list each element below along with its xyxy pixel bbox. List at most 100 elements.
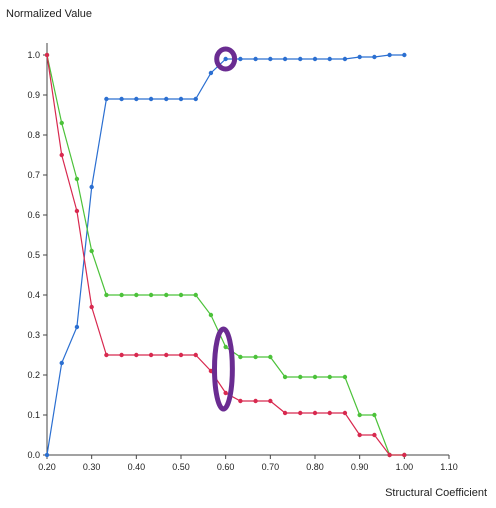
x-tick-label: 0.70: [262, 462, 280, 472]
data-point: [59, 120, 64, 126]
x-tick-label: 0.20: [38, 462, 56, 472]
data-point: [312, 56, 318, 62]
data-point: [119, 352, 124, 358]
data-point: [119, 96, 124, 102]
data-point: [298, 56, 303, 62]
data-point: [312, 410, 318, 416]
y-tick-label: 0.3: [27, 330, 40, 340]
annotation-layer: [212, 46, 238, 412]
data-point: [74, 324, 80, 330]
y-tick-label: 0.5: [27, 250, 40, 260]
axes: 0.20 0.30 0.40 0.50 0.60 0.70 0.80 0.90 1.00 1.10…: [27, 43, 458, 472]
data-point: [59, 152, 64, 158]
x-axis-title: Structural Coefficient: [385, 487, 487, 499]
data-point: [223, 56, 228, 62]
data-point: [238, 354, 243, 360]
data-point: [164, 96, 169, 102]
x-tick-label: 0.60: [217, 462, 235, 472]
data-point: [89, 184, 94, 190]
y-tick-label: 0.6: [27, 210, 40, 220]
highlight-ellipse: [214, 46, 238, 72]
data-point: [268, 56, 273, 62]
data-point: [298, 410, 303, 416]
data-point: [342, 410, 348, 416]
data-point: [74, 176, 80, 182]
data-point: [282, 56, 288, 62]
data-point: [134, 292, 139, 298]
data-point: [357, 432, 362, 438]
data-point: [268, 398, 273, 404]
data-point: [104, 96, 109, 102]
series-layer: [44, 52, 407, 458]
data-point: [327, 56, 332, 62]
data-point: [89, 304, 94, 310]
data-point: [327, 410, 332, 416]
y-tick-label: 0.2: [27, 370, 40, 380]
data-point: [134, 352, 139, 358]
x-tick-label: 0.90: [351, 462, 369, 472]
data-point: [357, 412, 362, 418]
data-point: [223, 344, 228, 350]
highlight-ellipse: [212, 326, 235, 412]
data-point: [148, 96, 154, 102]
y-tick-label: 0.7: [27, 170, 40, 180]
data-point: [104, 352, 109, 358]
data-point: [178, 352, 184, 358]
data-point: [104, 292, 109, 298]
data-point: [387, 452, 392, 458]
data-point: [223, 390, 228, 396]
y-tick-label: 0.8: [27, 130, 40, 140]
data-point: [282, 374, 288, 380]
data-point: [357, 54, 362, 60]
y-tick-label: 1.0: [27, 50, 40, 60]
data-point: [193, 96, 198, 102]
data-point: [119, 292, 124, 298]
x-tick-label: 0.80: [306, 462, 324, 472]
data-point: [89, 248, 94, 254]
data-point: [44, 452, 50, 458]
data-point: [59, 360, 64, 366]
data-point: [238, 398, 243, 404]
y-tick-label: 0.4: [27, 290, 40, 300]
data-point: [372, 432, 377, 438]
data-point: [44, 52, 50, 58]
data-point: [402, 452, 407, 458]
y-axis-title: Normalized Value: [6, 8, 92, 20]
data-point: [193, 292, 198, 298]
data-point: [208, 312, 214, 318]
data-point: [387, 52, 392, 58]
data-point: [312, 374, 318, 380]
data-point: [238, 56, 243, 62]
series-3: [44, 52, 407, 458]
x-tick-label: 0.40: [128, 462, 146, 472]
x-tick-label: 1.00: [396, 462, 414, 472]
x-tick-label: 0.50: [172, 462, 190, 472]
x-tick-label: 1.10: [440, 462, 458, 472]
data-point: [148, 292, 154, 298]
series-2: [44, 52, 407, 458]
data-point: [253, 354, 258, 360]
y-tick-label: 0.1: [27, 410, 40, 420]
data-point: [402, 52, 407, 58]
data-point: [148, 352, 154, 358]
data-point: [282, 410, 288, 416]
data-point: [253, 398, 258, 404]
x-tick-label: 0.30: [83, 462, 101, 472]
data-point: [193, 352, 198, 358]
series-1: [44, 52, 407, 458]
data-point: [253, 56, 258, 62]
y-tick-label: 0.0: [27, 450, 40, 460]
y-tick-label: 0.9: [27, 90, 40, 100]
data-point: [208, 70, 214, 76]
data-point: [372, 412, 377, 418]
data-point: [134, 96, 139, 102]
data-point: [372, 54, 377, 60]
data-point: [178, 292, 184, 298]
data-point: [164, 352, 169, 358]
data-point: [268, 354, 273, 360]
data-point: [298, 374, 303, 380]
data-point: [327, 374, 332, 380]
data-point: [342, 56, 348, 62]
data-point: [74, 208, 80, 214]
